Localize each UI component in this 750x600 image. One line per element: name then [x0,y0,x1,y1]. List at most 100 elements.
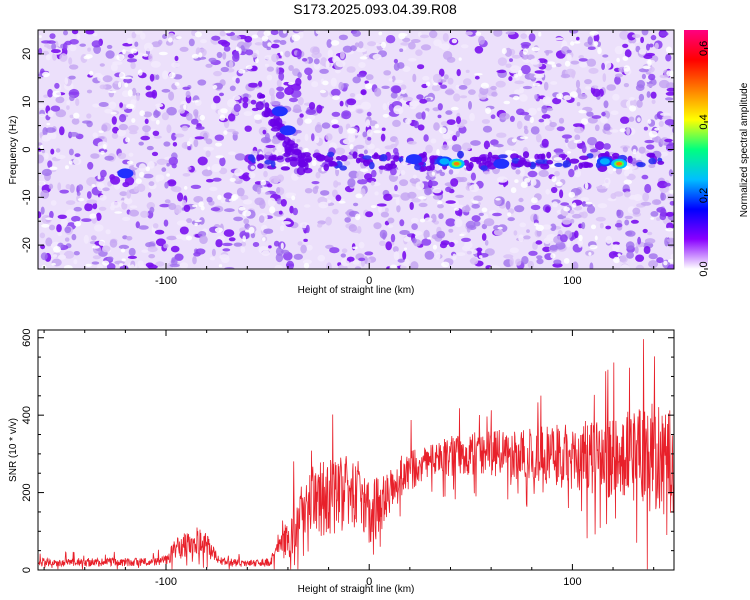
spectrogram-noise-cell [664,138,673,143]
spectrogram-noise-cell [126,236,133,241]
spectrogram-noise-cell [441,144,449,151]
spectrogram-noise-cell [276,174,284,183]
spectrogram-white-gap [622,56,629,61]
spectrogram-noise-cell [39,132,44,137]
spectrogram-noise-cell [524,128,529,135]
spectrogram-noise-cell [223,192,233,199]
spectrogram-noise-cell [481,233,487,241]
diagonal-feature-cell [293,149,302,156]
spectrogram-white-gap [535,224,544,232]
spectrogram-noise-cell [69,64,79,70]
spectrogram-noise-cell [291,83,302,91]
spectrogram-noise-cell [559,189,564,199]
signal-band-cell [362,155,372,160]
spectrogram-noise-cell [55,96,65,104]
spectrogram-noise-cell [76,191,81,196]
spectrogram-noise-cell [523,125,528,130]
spectrogram-noise-cell [496,132,507,138]
spectrogram-noise-cell [589,262,594,269]
spectrogram-white-gap [223,130,228,135]
spectrogram-noise-cell [314,136,320,144]
spectrogram-noise-cell [128,152,134,157]
spectrogram-white-gap [517,69,523,77]
spectrogram-noise-cell [503,254,514,259]
spectrogram-noise-cell [451,144,462,153]
spectrogram-noise-cell [541,105,548,114]
spectrogram-white-gap [478,255,483,259]
signal-band-cell [546,151,552,159]
spectrogram-white-gap [437,200,443,205]
signal-band-cell [248,154,255,162]
spectrogram-white-gap [102,144,107,150]
spectrogram-white-gap [49,166,58,171]
spectrogram-noise-cell [155,261,165,267]
spectrogram-noise-cell [399,219,405,227]
spectrogram-noise-cell [402,37,411,43]
spectrogram-noise-cell [259,187,271,193]
spectrogram-noise-cell [280,199,287,207]
spectrogram-white-gap [632,148,637,155]
spectrogram-noise-cell [536,258,544,265]
spectrogram-noise-cell [666,237,674,243]
spectrogram-noise-cell [65,184,71,190]
spectrogram-noise-cell [529,58,540,65]
spectrogram-noise-cell [102,187,110,192]
spectrogram-noise-cell [288,65,294,71]
spectrogram-noise-cell [445,110,453,115]
spectrogram-noise-cell [510,65,521,73]
spectrogram-white-gap [73,112,80,119]
spectrogram-noise-cell [543,81,549,91]
spectrogram-noise-cell [325,133,333,141]
spectrogram-noise-cell [141,249,149,253]
spectrogram-noise-cell [130,62,136,70]
spectrogram-noise-cell [98,102,109,107]
spectrogram-noise-cell [104,108,113,114]
spectrogram-noise-cell [76,33,81,40]
spectrogram-noise-cell [637,236,641,245]
spectrogram-noise-cell [304,204,311,208]
spectrogram-noise-cell [263,146,273,156]
spectrogram-noise-cell [320,190,330,196]
spectrogram-white-gap [505,150,513,155]
spectrogram-white-gap [38,180,46,186]
spectrogram-white-gap [553,157,563,161]
spectrogram-noise-cell [668,169,674,177]
spectrogram-noise-cell [650,91,657,99]
spectrogram-noise-cell [161,88,171,93]
spectrogram-noise-cell [603,100,609,109]
spectrogram-noise-cell [316,162,322,166]
chart-title: S173.2025.093.04.39.R08 [293,1,457,17]
spectrogram-white-gap [588,252,592,256]
spectrogram-white-gap [130,48,138,54]
spectrogram-noise-cell [612,93,620,101]
diagonal-feature-cell [289,158,299,167]
spectrogram-noise-cell [393,251,400,261]
spectrogram-white-gap [217,194,222,200]
spectrogram-white-gap [108,90,117,94]
spectrogram-noise-cell [539,147,549,152]
spectrogram-white-gap [663,260,668,266]
spectrogram-noise-cell [437,114,442,119]
spectrogram-noise-cell [468,100,472,110]
spectrogram-noise-cell [629,97,635,101]
spectrogram-noise-cell [270,93,275,103]
spectrogram-noise-cell [373,222,382,230]
spectrogram-noise-cell [68,148,74,156]
spectrogram-noise-cell [461,142,472,151]
spectrogram-noise-cell [626,127,631,136]
spectrogram-noise-cell [68,132,79,137]
signal-band-cell [270,160,276,168]
spectrogram-noise-cell [620,116,630,124]
snr-plot-area [38,330,674,570]
spectrogram-noise-cell [163,141,171,147]
spectrogram-noise-cell [614,45,624,55]
colorbar-tick-label: 0.4 [698,114,710,129]
spectrogram-noise-cell [274,264,283,269]
spectrogram-white-gap [472,200,479,204]
spectrogram-noise-cell [586,58,597,67]
spectrogram-noise-cell [424,250,435,260]
spectrogram-noise-cell [130,264,135,269]
spectrogram-white-gap [597,47,602,55]
spectrogram-noise-cell [205,150,211,158]
spectrogram-white-gap [529,116,534,124]
